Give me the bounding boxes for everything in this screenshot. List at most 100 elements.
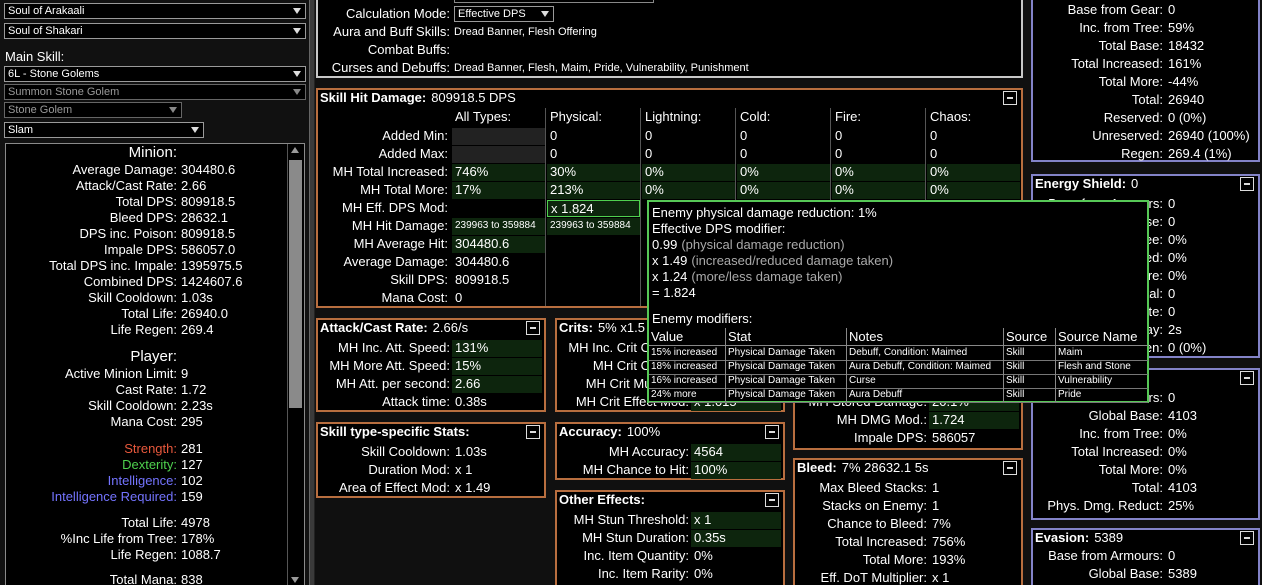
collapse-button[interactable] xyxy=(765,493,779,507)
row-value: 269.4 (1%) xyxy=(1168,146,1232,161)
tooltip-line: Effective DPS modifier: xyxy=(652,221,785,237)
cell-value: 0% xyxy=(740,182,759,197)
scroll-thumb[interactable] xyxy=(289,160,302,408)
row-label: Unreserved: xyxy=(1092,128,1163,143)
calc-mode-dropdown[interactable]: Effective DPS xyxy=(454,6,554,22)
table-cell: 16% increased xyxy=(651,375,718,386)
panel-title: Accuracy: xyxy=(559,424,622,439)
panel-header: Bleed: 7% 28632.1 5s xyxy=(797,460,928,476)
cell-value: 30% xyxy=(550,164,577,179)
stat-label: Strength: xyxy=(124,441,177,456)
damage-cell: 746% xyxy=(452,164,545,181)
collapse-button[interactable] xyxy=(765,425,779,439)
row-value: 0 (0%) xyxy=(1168,340,1207,355)
dropdown-arrow xyxy=(293,89,301,95)
damage-cell: 0% xyxy=(832,164,925,181)
dropdown-text: Slam xyxy=(8,124,34,136)
row-value: 1 xyxy=(932,480,940,495)
row-value: 0 xyxy=(1168,390,1176,405)
skill-dropdown[interactable]: Stone Golem xyxy=(4,102,182,118)
skill-dropdown[interactable]: Slam xyxy=(4,122,204,138)
stat-label: Skill Cooldown: xyxy=(88,398,177,413)
config-label: Aura and Buff Skills: xyxy=(333,24,450,39)
dropdown-arrow xyxy=(541,11,549,17)
collapse-button[interactable] xyxy=(526,321,540,335)
row-label: Phys. Dmg. Reduct: xyxy=(1047,498,1163,513)
row-value: 0 xyxy=(1168,196,1176,211)
stat-value: 269.4 xyxy=(181,322,214,337)
damage-cell: 0 xyxy=(927,128,1020,145)
cell-value: 0 xyxy=(930,128,938,143)
skill-dropdown[interactable]: Summon Stone Golem xyxy=(4,84,306,100)
table-cell: Physical Damage Taken xyxy=(728,389,836,400)
stat-label: Dexterity: xyxy=(122,457,177,472)
row-label: MH Inc. Crit Chance: xyxy=(568,340,689,355)
panel-title-value: 5389 xyxy=(1094,530,1124,545)
damage-cell: 239963 to 359884 xyxy=(452,218,545,235)
top-dropdown[interactable]: Soul of Shakari xyxy=(4,23,306,39)
stat-label: DPS inc. Poison: xyxy=(79,226,177,241)
config-panel xyxy=(316,0,1023,78)
panel-title: Bleed: xyxy=(797,460,837,475)
panel-header: Crits: 5% x1.5 xyxy=(559,320,645,336)
modifier-table: Value Stat Notes Source Source Name 15% incre… xyxy=(649,328,1148,403)
table-col-rule xyxy=(846,328,847,402)
skill-dropdown[interactable]: 6L - Stone Golems xyxy=(4,66,306,82)
column-separator xyxy=(545,108,546,306)
table-cell: Physical Damage Taken xyxy=(728,347,836,358)
table-cell: 18% increased xyxy=(651,361,718,372)
column-header: Chaos: xyxy=(930,109,972,124)
dropdown-text: Stone Golem xyxy=(8,104,73,116)
row-value: 0% xyxy=(1168,232,1187,247)
divider[interactable] xyxy=(309,0,315,585)
row-value: 2.66 xyxy=(452,376,542,393)
row-value: 4103 xyxy=(1168,480,1197,495)
row-label: Total More: xyxy=(862,552,927,567)
row-value: 193% xyxy=(932,552,966,567)
collapse-button[interactable] xyxy=(526,425,540,439)
stat-value: 28632.1 xyxy=(181,210,228,225)
scroll-down[interactable] xyxy=(291,577,299,583)
row-label: Reserved: xyxy=(1103,110,1163,125)
row-value: 0% xyxy=(694,548,713,563)
stat-panel xyxy=(1031,528,1260,585)
dropdown-arrow xyxy=(293,8,301,14)
row-value: 0 (0%) xyxy=(1168,110,1207,125)
column-header: Cold: xyxy=(740,109,771,124)
panel-title: Evasion: xyxy=(1035,530,1090,545)
config-label: Minion Skill: xyxy=(90,0,450,4)
row-label: Attack time: xyxy=(382,394,450,409)
tooltip: Enemy physical damage reduction: 1% Effec… xyxy=(647,200,1149,403)
panel-header: Energy Shield: 0 xyxy=(1035,176,1138,192)
tooltip-text: x 1.49 xyxy=(652,253,688,268)
panel-title: Other Effects: xyxy=(559,492,645,507)
collapse-button[interactable] xyxy=(1240,177,1254,191)
stat-panel xyxy=(1031,0,1260,162)
damage-cell: 809918.5 xyxy=(452,272,545,289)
row-label: Total Increased: xyxy=(1071,56,1163,71)
collapse-button[interactable] xyxy=(1240,531,1254,545)
dropdown-text: Soul of Shakari xyxy=(8,25,83,37)
collapse-button[interactable] xyxy=(1003,91,1017,105)
table-header: Notes xyxy=(849,329,883,344)
top-dropdown[interactable]: Soul of Arakaali xyxy=(4,3,306,19)
panel-header: Other Effects: xyxy=(559,492,645,508)
stat-label: Bleed DPS: xyxy=(109,210,177,225)
row-label: Global Base: xyxy=(1088,408,1163,423)
row-label: Max Bleed Stacks: xyxy=(819,480,927,495)
row-label: Chance to Bleed: xyxy=(827,516,927,531)
collapse-button[interactable] xyxy=(1240,371,1254,385)
row-value: 586057 xyxy=(932,430,976,445)
damage-cell: 0 xyxy=(452,290,545,307)
collapse-button[interactable] xyxy=(1003,461,1017,475)
stat-label: Average Damage: xyxy=(72,162,177,177)
row-value: 0% xyxy=(1168,462,1187,477)
tooltip-text: 0.99 xyxy=(652,237,678,252)
row-value: 1 xyxy=(932,498,940,513)
tooltip-line: x 1.24 (more/less damage taken) xyxy=(652,269,842,285)
row-label: Eff. DoT Multiplier: xyxy=(820,570,927,585)
row-value: 0% xyxy=(1168,426,1187,441)
row-label: Total Increased: xyxy=(1071,444,1163,459)
cell-value: 0 xyxy=(740,146,748,161)
